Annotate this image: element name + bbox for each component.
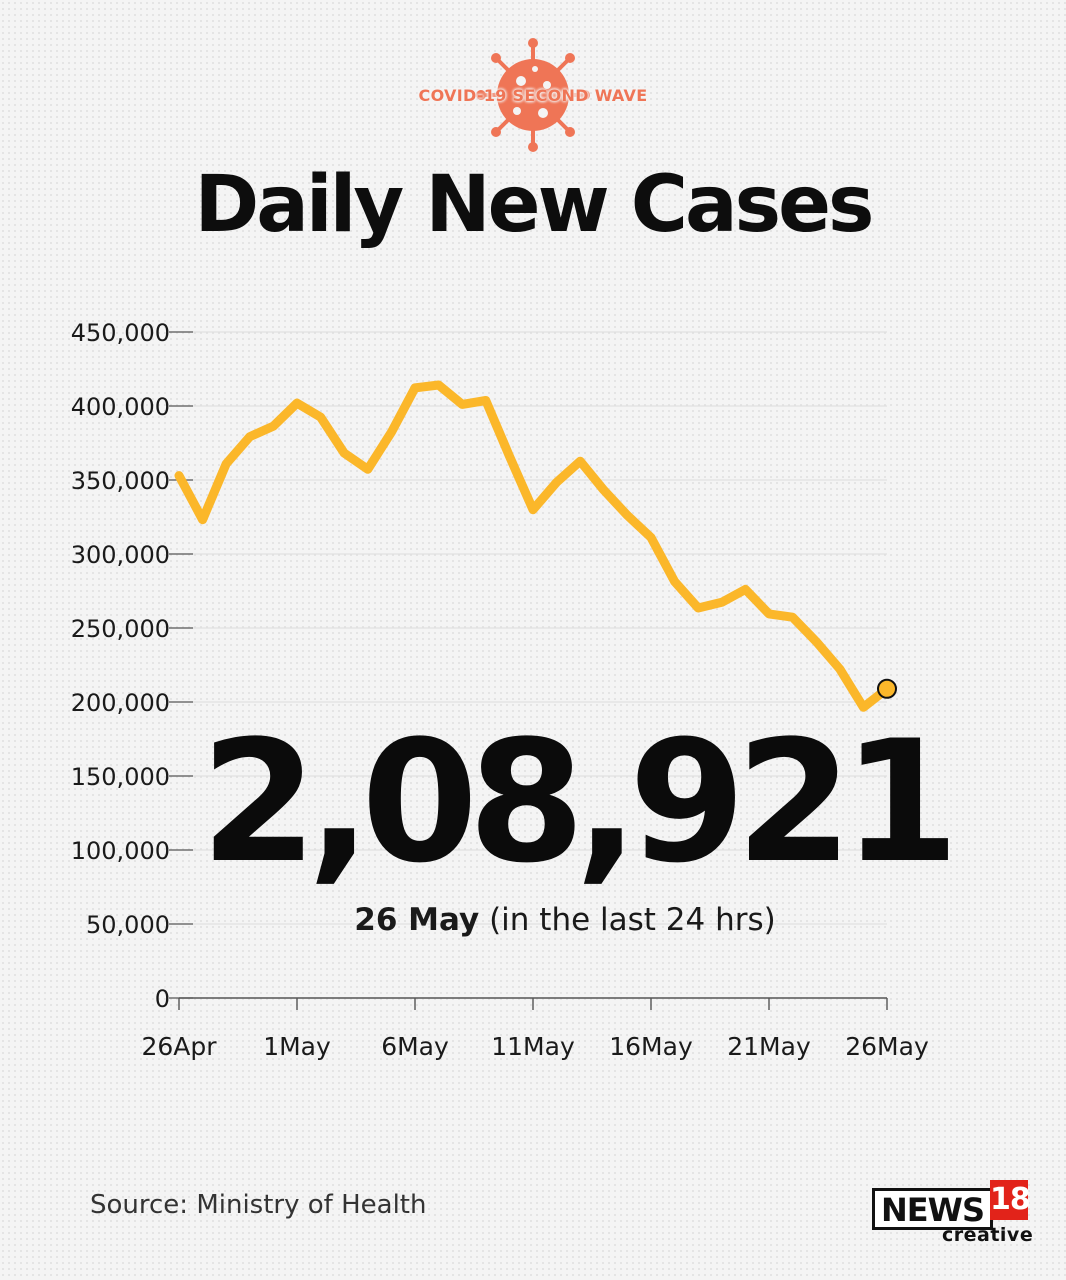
x-tick-label: 26May (845, 1032, 929, 1061)
page-title: Daily New Cases (194, 160, 875, 250)
caption-period: (in the last 24 hrs) (489, 902, 776, 938)
y-tick-label: 350,000 (71, 467, 170, 495)
source-note: Source: Ministry of Health (90, 1190, 427, 1220)
y-tick-label: 150,000 (71, 763, 170, 791)
highlight-value: 2,08,921 (200, 704, 959, 900)
line-chart: 0 50,000 100,000 150,000 200,000 250,000 300,0… (71, 319, 929, 1061)
logo-sub-text: creative (942, 1224, 1034, 1246)
x-tick-label: 1May (263, 1032, 331, 1061)
y-tick-label: 0 (155, 985, 170, 1013)
caption-date: 26 May (354, 902, 480, 938)
badge-label: COVID-19 SECOND WAVE (418, 86, 648, 105)
grid-lines (179, 331, 887, 925)
x-axis: 26Apr 1May 6May 11May 16May 21May 26May (141, 997, 929, 1061)
series-layer (174, 380, 897, 712)
highlight-point (877, 678, 897, 699)
y-tick-label: 300,000 (71, 541, 170, 569)
y-tick-label: 200,000 (71, 689, 170, 717)
news18-logo: NEWS 18 creative (870, 1180, 1034, 1246)
virus-icon (476, 38, 590, 152)
series-line (174, 380, 892, 712)
x-tick-label: 21May (727, 1032, 811, 1061)
x-tick-label: 6May (381, 1032, 449, 1061)
covid-badge: COVID-19 SECOND WAVE (0, 30, 1066, 160)
logo-news-text: NEWS (872, 1188, 993, 1230)
y-tick-label: 450,000 (71, 319, 170, 347)
y-tick-label: 400,000 (71, 393, 170, 421)
y-tick-label: 50,000 (86, 911, 170, 939)
x-tick-label: 16May (609, 1032, 693, 1061)
y-tick-label: 250,000 (71, 615, 170, 643)
logo-number: 18 (990, 1180, 1031, 1220)
x-tick-label: 11May (491, 1032, 575, 1061)
y-tick-label: 100,000 (71, 837, 170, 865)
x-tick-label: 26Apr (141, 1032, 217, 1061)
highlight-caption: 26 May (in the last 24 hrs) (0, 902, 1066, 938)
y-axis: 0 50,000 100,000 150,000 200,000 250,000 300,0… (71, 319, 193, 1013)
